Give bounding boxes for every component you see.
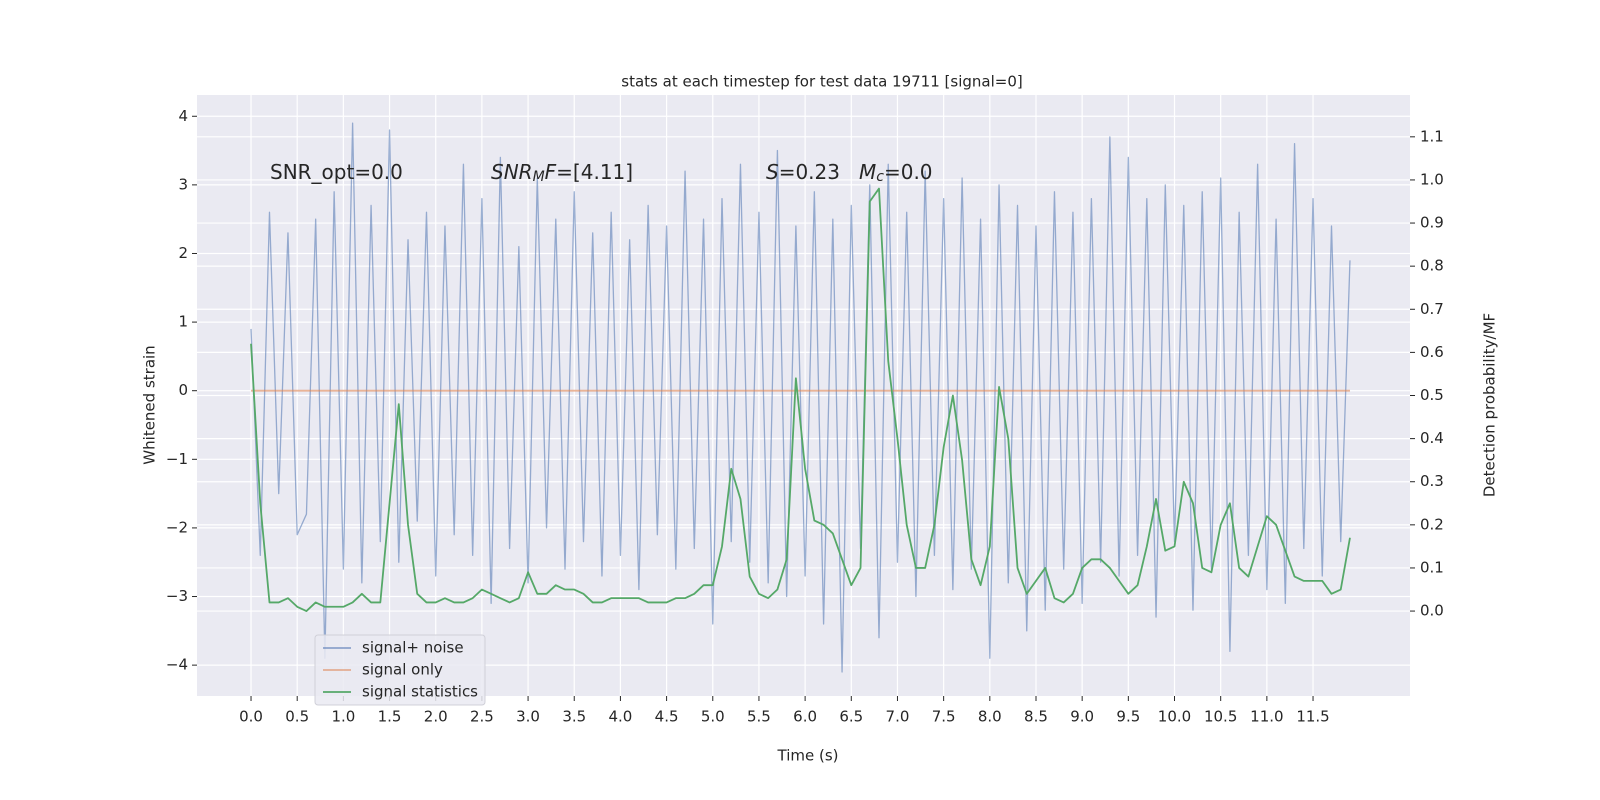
x-tick-label: 1.0: [331, 708, 355, 726]
annotation: SNR_opt=0.0: [270, 160, 403, 184]
y-tick-label: 4: [178, 107, 188, 125]
annotation-part: M: [859, 160, 876, 184]
y2-tick-label: 0.7: [1420, 300, 1444, 318]
y-tick-label: −4: [166, 656, 188, 674]
data-line: [250, 122, 1351, 673]
legend-box: [314, 634, 486, 706]
annotation: S=0.23: [766, 160, 840, 184]
x-axis-label: Time (s): [777, 747, 839, 765]
x-tick-label: 5.5: [747, 708, 771, 726]
legend-label: signal statistics: [362, 683, 478, 701]
y-tick-label: −2: [166, 518, 188, 536]
x-tick-label: 2.5: [470, 708, 494, 726]
y2-tick-label: 0.4: [1420, 429, 1444, 447]
y-tick-label: 3: [178, 175, 188, 193]
y2-tick-label: 0.5: [1420, 386, 1444, 404]
annotation-part: =0.23: [779, 160, 840, 184]
annotation: Mc=0.0: [859, 160, 933, 186]
x-tick-label: 5.0: [701, 708, 725, 726]
y2-tick-label: 0.8: [1420, 257, 1444, 275]
chart-title: stats at each timestep for test data 197…: [621, 73, 1022, 91]
annotation-part: =[4.11]: [556, 160, 633, 184]
legend-label: signal only: [362, 661, 443, 679]
x-tick-label: 8.0: [978, 708, 1002, 726]
data-line: [250, 187, 1351, 612]
x-tick-label: 2.0: [424, 708, 448, 726]
y-tick-label: 1: [178, 313, 188, 331]
x-tick-label: 4.5: [655, 708, 679, 726]
x-tick-label: 10.0: [1158, 708, 1191, 726]
annotation-part: c: [876, 169, 884, 185]
x-tick-label: 11.0: [1250, 708, 1283, 726]
y2-tick-label: 0.9: [1420, 214, 1444, 232]
x-tick-label: 11.5: [1296, 708, 1329, 726]
y2-tick-label: 0.2: [1420, 515, 1444, 533]
x-tick-label: 3.5: [562, 708, 586, 726]
y-tick-label: 0: [178, 381, 188, 399]
x-tick-label: 7.0: [886, 708, 910, 726]
x-tick-label: 1.5: [378, 708, 402, 726]
y2-axis-label: Detection probability/MF: [1481, 313, 1499, 497]
annotation-part: S: [766, 160, 779, 184]
y-tick-label: 2: [178, 244, 188, 262]
y2-tick-label: 0.3: [1420, 472, 1444, 490]
annotation-part: =0.0: [884, 160, 933, 184]
x-tick-label: 3.0: [516, 708, 540, 726]
y-tick-label: −1: [166, 450, 188, 468]
annotation: SNRMF=[4.11]: [491, 160, 633, 186]
annotation-part: F: [545, 160, 557, 184]
x-tick-label: 8.5: [1024, 708, 1048, 726]
x-tick-label: 9.5: [1116, 708, 1140, 726]
x-tick-label: 4.0: [608, 708, 632, 726]
y2-tick-label: 0.0: [1420, 602, 1444, 620]
y2-tick-label: 1.0: [1420, 170, 1444, 188]
annotation-part: SNR: [491, 160, 533, 184]
x-tick-label: 7.5: [932, 708, 956, 726]
y2-tick-label: 0.6: [1420, 343, 1444, 361]
y-tick-label: −3: [166, 587, 188, 605]
x-tick-label: 10.5: [1204, 708, 1237, 726]
x-tick-label: 9.0: [1070, 708, 1094, 726]
x-tick-label: 6.0: [793, 708, 817, 726]
y2-tick-label: 0.1: [1420, 558, 1444, 576]
legend-label: signal+ noise: [362, 639, 464, 657]
x-tick-label: 6.5: [839, 708, 863, 726]
annotation-part: M: [533, 169, 545, 185]
x-tick-label: 0.5: [285, 708, 309, 726]
x-tick-label: 0.0: [239, 708, 263, 726]
annotation-part: SNR_opt=0.0: [270, 160, 403, 184]
y-axis-label: Whitened strain: [141, 345, 159, 464]
y2-tick-label: 1.1: [1420, 127, 1444, 145]
